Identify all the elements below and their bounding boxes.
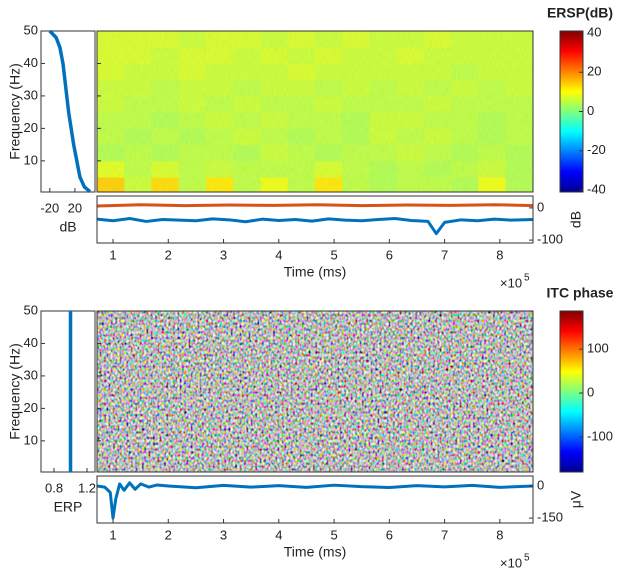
y-tick-label: 40 [24,55,38,70]
y-axis-label: Frequency (Hz) [7,343,23,439]
colorbar-tick-label: 0 [587,384,594,399]
x-tick-label: 1 [109,527,116,542]
x-tick-label: 4 [275,527,282,542]
x-tick-label: 5 [330,247,337,262]
x-tick-label: 4 [275,247,282,262]
y-tick-label: 30 [24,367,38,382]
y-tick-label: 10 [24,152,38,167]
y-tick-label: 30 [24,87,38,102]
bottom-frame [96,195,534,244]
x-tick-label: 8 [496,247,503,262]
y-axis-label-right: μV [568,490,584,508]
x-exponent-base: ×10 [500,555,522,569]
heatmap-frame [96,30,534,193]
colorbar-tick-label: -100 [587,428,613,443]
x-tick-label: 2 [165,527,172,542]
heatmap [97,311,533,472]
x-exponent-base: ×10 [500,275,522,290]
colorbar-tick-label: -20 [587,142,606,157]
x-exponent: 5 [524,273,530,284]
heatmap-frame [96,310,534,473]
y-tick-label: 10 [24,432,38,447]
x-tick-label: 7 [441,527,448,542]
time-line [96,481,534,520]
time-line [96,203,534,208]
heatmap [97,31,533,192]
y-tick-label: 40 [24,335,38,350]
x-tick-label: 20 [68,200,82,215]
y-axis-label: Frequency (Hz) [7,63,23,159]
texture [97,31,533,192]
bottom-frame [96,475,534,524]
x-exponent: 5 [524,553,530,564]
x-axis-label: Time (ms) [284,264,346,280]
x-tick-label: 2 [165,247,172,262]
side-line [48,29,92,194]
y-tick-label: -100 [537,232,563,247]
colorbar-tick-label: -40 [587,181,606,196]
x-tick-label: 6 [386,527,393,542]
x-tick-label: 3 [220,527,227,542]
x-tick-label: 5 [330,527,337,542]
y-tick-label: 0 [537,477,544,492]
x-tick-label: 1 [109,247,116,262]
x-axis-label: Time (ms) [284,544,346,560]
x-tick-label: 7 [441,247,448,262]
colorbar-tick-label: 20 [587,64,601,79]
y-tick-label: 50 [24,302,38,317]
colorbar-title: ERSP(dB) [547,5,613,21]
y-tick-label: 0 [537,199,544,214]
x-axis-label: ERP [54,499,83,515]
colorbar-tick-label: 0 [587,103,594,118]
x-tick-label: 8 [496,527,503,542]
x-axis-label: dB [59,219,76,235]
x-tick-label: -20 [40,200,59,215]
colorbar-tick-label: 40 [587,24,601,39]
y-tick-label: 50 [24,22,38,37]
y-axis-label-right: dB [568,211,584,228]
colorbar [559,310,584,473]
side-frame [40,30,96,193]
phase-texture [97,311,533,472]
x-tick-label: 1.2 [78,480,96,495]
y-tick-label: 20 [24,400,38,415]
y-tick-label: 20 [24,120,38,135]
x-tick-label: 0.8 [45,480,63,495]
colorbar-title: ITC phase [547,285,614,301]
time-line [96,217,534,236]
x-tick-label: 3 [220,247,227,262]
y-tick-label: -150 [537,510,563,525]
side-frame [40,310,96,473]
x-tick-label: 6 [386,247,393,262]
colorbar-tick-label: 100 [587,341,609,356]
